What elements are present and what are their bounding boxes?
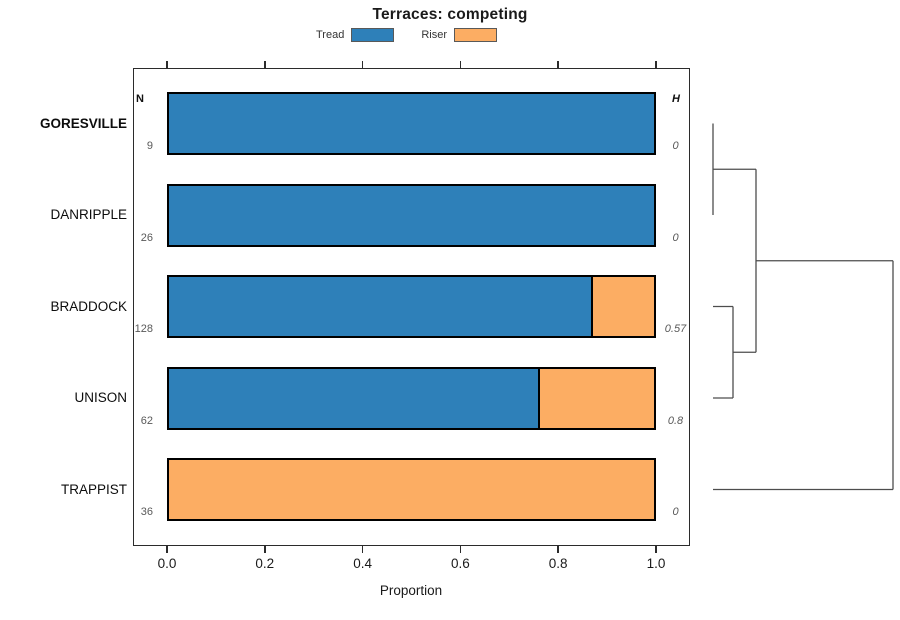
x-axis-tick	[361, 61, 364, 68]
riser-segment	[590, 277, 654, 336]
legend-item-riser: Riser	[421, 27, 497, 42]
n-value: 62	[140, 414, 153, 427]
tread-color-swatch	[351, 27, 395, 42]
n-value: 26	[140, 231, 153, 244]
n-value: 128	[134, 323, 153, 335]
h-value: 0.57	[664, 323, 687, 335]
bar-row	[167, 92, 656, 155]
tread-segment	[169, 277, 591, 336]
x-axis-tick	[557, 546, 559, 553]
x-axis-tick-label: 0.8	[548, 556, 568, 571]
x-axis-tick	[166, 61, 168, 68]
category-label: DANRIPPLE	[50, 207, 127, 222]
n-value: 36	[140, 506, 153, 518]
tread-segment	[169, 94, 654, 153]
riser-segment	[169, 460, 654, 519]
x-axis-tick	[166, 546, 168, 553]
tread-segment	[169, 368, 538, 428]
category-label: BRADDOCK	[50, 298, 127, 314]
n-column-header: N	[136, 93, 144, 105]
riser-segment	[537, 368, 654, 428]
bar-row	[167, 366, 656, 430]
category-label: UNISON	[74, 390, 127, 405]
x-axis-tick-label: 0.6	[451, 556, 470, 571]
category-label: TRAPPIST	[60, 481, 127, 497]
h-value: 0	[672, 231, 679, 244]
h-value: 0	[672, 506, 679, 518]
x-axis-tick-label: 1.0	[646, 556, 666, 571]
legend-label-tread: Tread	[316, 28, 345, 41]
x-axis-title: Proportion	[379, 583, 443, 598]
legend-item-tread: Tread	[316, 27, 395, 42]
x-axis-tick	[264, 61, 266, 68]
bar-row	[167, 458, 656, 521]
x-axis-tick	[264, 546, 266, 553]
n-value: 9	[146, 140, 153, 152]
h-value: 0.8	[667, 414, 684, 427]
x-axis-tick	[459, 546, 462, 553]
bar-row	[167, 183, 656, 247]
x-axis-tick-label: 0.2	[255, 556, 275, 571]
x-axis-tick	[655, 61, 657, 68]
x-axis-tick-label: 0.4	[353, 556, 372, 571]
h-column-header: H	[672, 93, 680, 105]
legend: Tread Riser	[316, 27, 497, 42]
x-axis-tick	[655, 546, 657, 553]
tread-segment	[169, 185, 654, 245]
x-axis-tick	[459, 61, 462, 68]
x-axis-tick	[557, 61, 559, 68]
h-value: 0	[672, 140, 679, 152]
riser-color-swatch	[454, 27, 497, 42]
bar-row	[167, 275, 656, 338]
chart-title: Terraces: competing	[372, 6, 528, 23]
x-axis-tick-label: 0.0	[157, 556, 177, 571]
x-axis-tick	[361, 546, 364, 553]
legend-label-riser: Riser	[421, 28, 447, 41]
category-label: GORESVILLE	[39, 115, 127, 131]
